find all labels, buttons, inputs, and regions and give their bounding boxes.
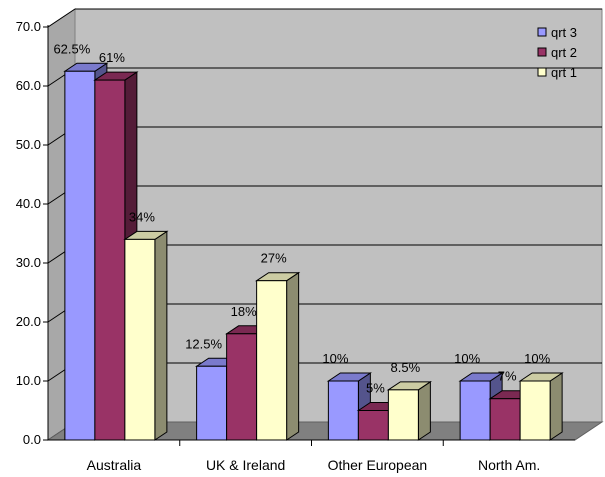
y-tick-label: 50.0 [16,137,41,152]
data-label: 8.5% [391,360,421,375]
legend-label: qrt 3 [551,25,577,40]
bar-qrt-1-other-european [386,380,433,441]
x-tick-label: Other European [328,457,428,473]
bars [63,62,564,441]
bar-side [417,380,431,441]
data-label: 27% [261,251,287,266]
y-tick-label: 70.0 [16,19,41,34]
data-label: 10% [524,351,550,366]
bar-qrt-1-uk-ireland [254,271,301,441]
bar-front [519,380,551,441]
bar-side [154,230,168,441]
data-label: 34% [129,209,155,224]
bar-front [226,333,258,441]
x-tick-label: North Am. [478,457,540,473]
data-label: 12.5% [185,336,222,351]
bar-front [64,70,96,441]
data-label: 5% [366,381,385,396]
data-label: 10% [454,351,480,366]
legend-label: qrt 1 [551,65,577,80]
bar-front [387,389,419,441]
y-tick-label: 60.0 [16,78,41,93]
bar-qrt-1-australia [123,230,169,441]
bar-front [256,280,288,441]
legend-swatch [537,67,547,77]
data-label: 10% [322,351,348,366]
y-axis: 0.0 10.0 20.0 30.0 40.0 50.0 60.0 70.0 [16,19,49,447]
bar-front [196,365,228,441]
data-label: 62.5% [53,41,90,56]
x-tick-label: UK & Ireland [206,457,285,473]
data-label: 61% [99,50,125,65]
legend: qrt 3 qrt 2 qrt 1 [537,25,577,80]
data-labels: 62.5% 61% 34% 12.5% 18% 27% 10% 5% 8.5% 10% 7% 10% [53,41,550,395]
gridline-side [47,8,76,28]
bar-side [549,372,563,441]
data-label: 18% [231,304,257,319]
x-axis: Australia UK & Ireland Other European North… [48,439,575,473]
bar-qrt-1-north-am- [518,372,564,441]
x-tick-label: Australia [87,457,142,473]
bar-front [459,380,491,441]
bar-front [489,398,521,441]
y-tick-label: 30.0 [16,255,41,270]
y-tick-label: 0.0 [23,432,41,447]
bar-front [357,410,389,441]
y-tick-label: 10.0 [16,373,41,388]
bar-side [286,271,300,441]
y-tick-label: 20.0 [16,314,41,329]
bar-front [94,79,126,441]
bar-front [124,238,156,441]
bar-front [327,380,359,441]
data-label: 7% [498,369,517,384]
legend-label: qrt 2 [551,45,577,60]
legend-swatch [537,47,547,57]
y-tick-label: 40.0 [16,196,41,211]
legend-swatch [537,27,547,37]
